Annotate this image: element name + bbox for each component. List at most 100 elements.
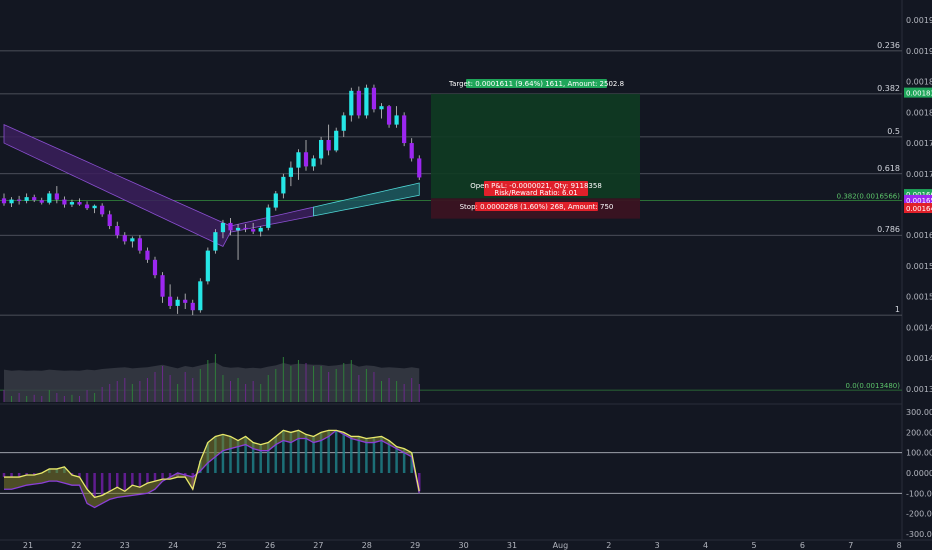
candle-body bbox=[54, 193, 59, 200]
time-tick-label: 28 bbox=[362, 541, 372, 550]
candle-body bbox=[9, 199, 14, 204]
candle-body bbox=[137, 238, 142, 251]
osc-tick-label: -100.0000 bbox=[906, 489, 932, 498]
fib-extra-label: 0.0(0.0013480) bbox=[846, 382, 901, 390]
price-tick-label: 0.0019000 bbox=[906, 47, 932, 56]
fib-level-label: 1 bbox=[895, 305, 900, 314]
ma-ribbon-teal bbox=[313, 182, 420, 217]
time-tick-label: 23 bbox=[120, 541, 130, 550]
time-tick-label: 30 bbox=[459, 541, 469, 550]
candle-body bbox=[1, 198, 7, 204]
fib-level-label: 0.236 bbox=[877, 41, 900, 50]
candle-body bbox=[402, 115, 407, 144]
time-tick-label: 2 bbox=[606, 541, 611, 550]
candle-body bbox=[190, 302, 195, 311]
candle-body bbox=[213, 232, 218, 251]
time-tick-label: 5 bbox=[751, 541, 756, 550]
candle-body bbox=[145, 250, 150, 260]
candle-body bbox=[326, 139, 331, 151]
candle-body bbox=[130, 238, 135, 242]
price-tick-label: 0.0018000 bbox=[906, 108, 932, 117]
candle-body bbox=[47, 193, 52, 203]
candle-body bbox=[115, 226, 120, 236]
time-tick-label: 27 bbox=[313, 541, 323, 550]
fib-level-label: 0.618 bbox=[877, 164, 900, 173]
pnl-label-bg bbox=[484, 181, 588, 196]
pnl-label-text: Risk/Reward Ratio: 6.01 bbox=[494, 189, 577, 197]
price-tick-label: 0.0016000 bbox=[906, 231, 932, 240]
candle-body bbox=[266, 207, 271, 228]
price-tag-label: 0.0016443 bbox=[906, 205, 932, 213]
osc-tick-label: 300.0000 bbox=[906, 408, 932, 417]
time-tick-label: 22 bbox=[71, 541, 81, 550]
candle-body bbox=[288, 167, 293, 177]
time-tick-label: Aug bbox=[553, 541, 569, 550]
candle-body bbox=[84, 204, 90, 209]
stop-label: Stop: 0.0000268 (1.60%) 268, Amount: 750 bbox=[460, 202, 613, 211]
stop-label-bg bbox=[475, 202, 598, 211]
time-tick-label: 4 bbox=[703, 541, 708, 550]
candle-body bbox=[77, 202, 82, 205]
fib-level-label: 0.382 bbox=[877, 84, 900, 93]
time-tick-label: 26 bbox=[265, 541, 275, 550]
target-zone bbox=[431, 93, 640, 199]
candle-body bbox=[349, 90, 354, 116]
time-tick-label: 25 bbox=[217, 541, 227, 550]
candle-body bbox=[107, 214, 112, 227]
time-tick-label: 21 bbox=[23, 541, 33, 550]
candle-body bbox=[409, 143, 414, 159]
candle-body bbox=[258, 227, 263, 232]
candle-body bbox=[379, 106, 384, 110]
candle-body bbox=[198, 281, 203, 311]
candle-body bbox=[100, 205, 105, 215]
candle-body bbox=[122, 235, 127, 242]
price-tick-label: 0.0017500 bbox=[906, 139, 932, 148]
price-tick-label: 0.0017000 bbox=[906, 170, 932, 179]
candle-body bbox=[175, 299, 180, 306]
candle-body bbox=[220, 222, 226, 233]
candle-body bbox=[205, 250, 210, 282]
ma-ribbon-purple bbox=[3, 124, 314, 247]
candle-body bbox=[296, 152, 301, 168]
candle-body bbox=[160, 275, 165, 297]
price-tick-label: 0.0015500 bbox=[906, 262, 932, 271]
candle-body bbox=[303, 152, 309, 167]
candle-body bbox=[364, 87, 369, 116]
fib-extra-label: 0.382(0.0016566) bbox=[837, 192, 901, 200]
osc-tick-label: 100.0000 bbox=[906, 449, 932, 458]
candle-body bbox=[152, 259, 158, 276]
candle-body bbox=[356, 90, 361, 116]
osc-main-line bbox=[4, 429, 420, 499]
osc-tick-label: 0.0000 bbox=[906, 469, 932, 478]
candle-body bbox=[251, 229, 256, 232]
pnl-label: Open P&L: -0.0000021, Qty: 9118358Risk/R… bbox=[470, 181, 602, 197]
candle-body bbox=[69, 202, 75, 205]
price-tick-label: 0.0018500 bbox=[906, 78, 932, 87]
target-label-bg bbox=[466, 79, 607, 88]
fib-level-label: 0.786 bbox=[877, 225, 900, 234]
candle-body bbox=[24, 197, 29, 201]
candle-body bbox=[228, 222, 233, 231]
osc-tick-label: 200.0000 bbox=[906, 428, 932, 437]
candle-body bbox=[334, 130, 339, 151]
candle-body bbox=[341, 115, 346, 131]
osc-signal-line bbox=[4, 429, 420, 509]
candle-body bbox=[39, 200, 44, 203]
price-tick-label: 0.0014500 bbox=[906, 323, 932, 332]
candle-body bbox=[273, 193, 278, 208]
candle-body bbox=[62, 199, 67, 205]
price-tag-label: 0.0018321 bbox=[906, 90, 932, 98]
price-tag-bg bbox=[904, 194, 932, 205]
osc-tick-label: -300.0000 bbox=[906, 530, 932, 539]
time-tick-label: 6 bbox=[800, 541, 805, 550]
target-label: Target: 0.0001611 (9.64%) 1611, Amount: … bbox=[448, 79, 624, 88]
volume-ma-area bbox=[4, 362, 420, 402]
price-tick-label: 0.0014000 bbox=[906, 354, 932, 363]
candle-body bbox=[243, 227, 248, 230]
candle-body bbox=[386, 106, 392, 125]
price-tick-label: 0.0013500 bbox=[906, 385, 932, 394]
time-tick-label: 31 bbox=[507, 541, 517, 550]
time-tick-label: 8 bbox=[897, 541, 902, 550]
